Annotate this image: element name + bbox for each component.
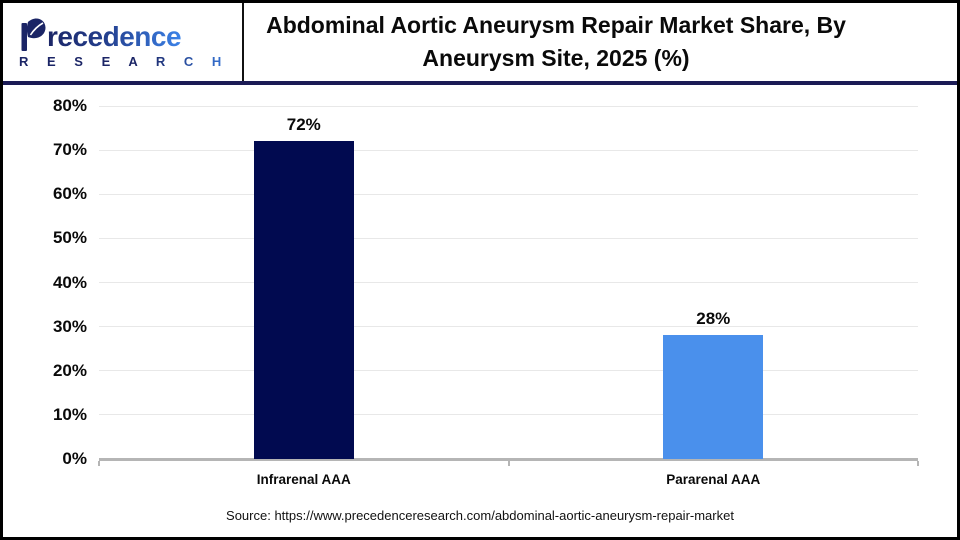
y-axis-label: 50%: [52, 228, 87, 248]
header-separator: [3, 81, 957, 85]
y-axis-label: 30%: [52, 316, 87, 336]
y-axis-label: 60%: [52, 184, 87, 204]
logo-text-precedence: recedence: [47, 20, 182, 52]
bar-infrarenal-aaa: [253, 141, 354, 459]
gridline: [99, 414, 918, 416]
x-axis-tick: [98, 461, 100, 466]
x-axis-label: Pararenal AAA: [666, 472, 761, 487]
chart-title-line1: Abdominal Aortic Aneurysm Repair Market …: [266, 12, 846, 38]
x-axis-tick: [917, 461, 919, 466]
source-text: Source: https://www.precedenceresearch.c…: [226, 507, 734, 523]
gridline: [99, 370, 918, 372]
gridline: [99, 326, 918, 328]
y-axis-label: 80%: [52, 96, 87, 115]
gridline: [99, 282, 918, 283]
precedence-logo: recedence R E S E A R C H: [3, 3, 244, 81]
logo-wordmark: recedence: [19, 16, 242, 52]
gridline: [99, 105, 918, 107]
title-section: Abdominal Aortic Aneurysm Repair Market …: [244, 3, 957, 81]
chart-plot: 0% 10% 20% 30% 40% 50% 60% 70% 80% 72% Infrarenal …: [3, 85, 957, 497]
gridline: [99, 237, 918, 239]
chart-title-line2: Aneurysm Site, 2025 (%): [422, 45, 690, 71]
y-axis-label: 70%: [52, 140, 87, 160]
bar-value-label: 28%: [696, 309, 731, 329]
y-axis-label: 20%: [52, 360, 87, 380]
gridline: [99, 193, 918, 195]
leaf-p-icon: [21, 18, 46, 51]
header: recedence R E S E A R C H Abdominal Aort…: [3, 3, 957, 81]
x-axis-tick: [507, 461, 510, 466]
bar-value-label: 72%: [286, 115, 321, 135]
x-axis-label: Infrarenal AAA: [256, 472, 351, 487]
bar-pararenal-aaa: [663, 335, 764, 459]
y-axis-label: 0%: [62, 449, 87, 468]
y-axis-label: 10%: [52, 404, 87, 424]
gridline: [99, 149, 918, 151]
x-axis-line: [99, 458, 918, 461]
source-row: Source: https://www.precedenceresearch.c…: [3, 497, 957, 533]
y-axis-label: 40%: [52, 272, 87, 292]
logo-text-research: R E S E A R C H: [19, 54, 242, 69]
